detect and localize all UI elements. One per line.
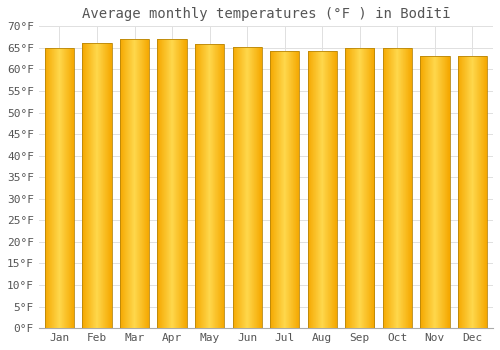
Bar (82, 43, 112, 328)
Bar (458, 56, 487, 328)
Bar (120, 39, 149, 328)
Bar (382, 48, 412, 328)
Bar (158, 39, 186, 328)
Bar (45, 48, 74, 328)
Bar (195, 44, 224, 328)
Bar (232, 47, 262, 328)
Bar (420, 56, 450, 328)
Bar (345, 48, 374, 328)
Bar (308, 51, 337, 328)
Bar (270, 51, 300, 328)
Title: Average monthly temperatures (°F ) in Bodītī: Average monthly temperatures (°F ) in Bo… (82, 7, 450, 21)
